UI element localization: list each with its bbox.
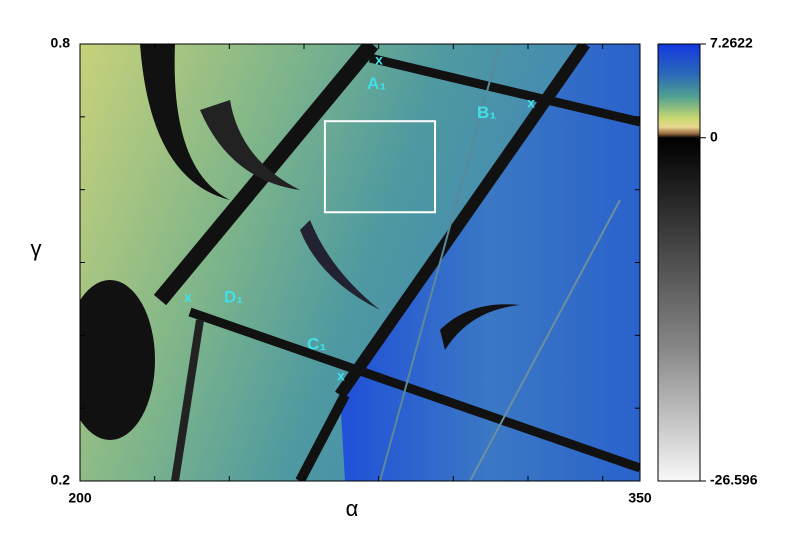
y-axis-label: γ — [31, 236, 42, 261]
point-label: C₁ — [307, 334, 326, 353]
point-marker: x — [337, 368, 345, 384]
colorbar-tick-label: -26.596 — [710, 472, 758, 488]
x-tick-label: 350 — [628, 490, 652, 506]
zoom-box — [323, 120, 437, 214]
point-marker: x — [527, 94, 535, 110]
point-label: D₁ — [224, 288, 243, 307]
colorbar-tick-label: 0 — [710, 128, 718, 144]
point-label: A₁ — [367, 74, 386, 93]
point-marker: x — [184, 289, 192, 305]
y-tick-label: 0.2 — [51, 472, 71, 488]
colorbar-tick-label: 7.2622 — [710, 35, 753, 51]
y-tick-label: 0.8 — [51, 35, 71, 51]
heatmap-image — [80, 44, 640, 481]
x-axis-label: α — [346, 496, 359, 521]
colorbar — [657, 43, 701, 482]
point-marker: x — [375, 51, 383, 67]
point-label: B₁ — [477, 103, 496, 122]
x-tick-label: 200 — [68, 490, 92, 506]
